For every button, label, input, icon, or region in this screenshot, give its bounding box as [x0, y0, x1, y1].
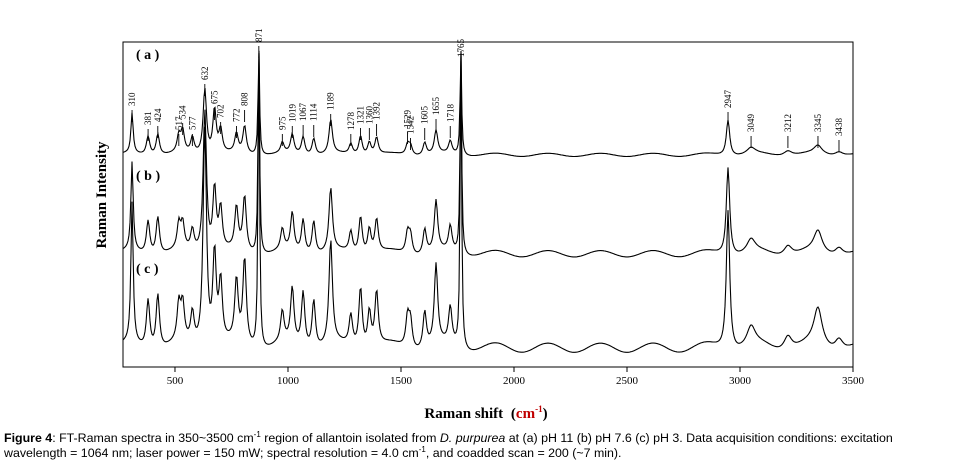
series-label-a: ( a ) [136, 48, 160, 63]
x-axis-label-unit-sup: -1 [535, 404, 543, 414]
series-label-b: ( b ) [136, 169, 160, 184]
x-tick-label-2500: 2500 [616, 375, 639, 387]
peak-label-1278: 1278 [346, 112, 356, 131]
spectrum-b [122, 50, 854, 258]
peak-label-2947: 2947 [723, 90, 733, 109]
peak-label-1605: 1605 [420, 106, 430, 125]
x-axis-label: Raman shift (cm-1) [424, 404, 547, 422]
spectrum-c [122, 53, 854, 353]
peak-label-772: 772 [232, 109, 242, 123]
peak-label-1321: 1321 [356, 106, 366, 124]
caption-figure-label: Figure 4 [4, 431, 53, 445]
x-axis-label-unit: cm [516, 406, 536, 422]
peak-label-871: 871 [254, 29, 264, 43]
figure-caption: Figure 4: FT-Raman spectra in 350~3500 c… [4, 429, 954, 461]
x-tick-label-1000: 1000 [277, 375, 300, 387]
peak-label-1019: 1019 [287, 104, 297, 123]
peak-label-3345: 3345 [813, 114, 823, 133]
y-axis-label: Raman Intensity [94, 141, 110, 249]
peak-label-3212: 3212 [783, 114, 793, 132]
peak-label-1529: 1529 [403, 110, 413, 129]
series-label-c: ( c ) [136, 262, 159, 277]
peak-label-424: 424 [153, 108, 163, 122]
peak-label-1114: 1114 [309, 103, 319, 121]
peak-label-1718: 1718 [445, 104, 455, 123]
peak-label-1067: 1067 [298, 103, 308, 122]
plot-border [122, 41, 854, 368]
peak-label-675: 675 [210, 90, 220, 104]
peak-label-577: 577 [187, 116, 197, 130]
peak-label-808: 808 [240, 92, 250, 106]
peak-label-517: 517 [174, 116, 184, 130]
caption-species: D. purpurea [439, 431, 506, 445]
peak-label-1360: 1360 [364, 106, 374, 125]
x-axis-label-open: ( [511, 406, 516, 422]
x-axis: 500 1000 1500 2000 2500 3000 3500 [167, 367, 865, 387]
spectrum-a [122, 52, 854, 158]
plot-frame [122, 41, 854, 368]
caption-sup-2: -1 [418, 444, 426, 454]
x-tick-label-2000: 2000 [503, 375, 526, 387]
peak-label-3049: 3049 [746, 114, 756, 133]
peak-label-1655: 1655 [431, 97, 441, 116]
caption-part-2: region of allantoin isolated from [260, 431, 440, 445]
spectra-traces [122, 50, 854, 353]
peak-label-1189: 1189 [326, 92, 336, 110]
peak-label-3438: 3438 [834, 118, 844, 137]
peak-label-534: 534 [178, 105, 188, 119]
peak-label-1765: 1765 [456, 39, 466, 58]
peak-label-632: 632 [200, 67, 210, 81]
x-axis-label-main: Raman shift [424, 406, 503, 422]
x-tick-label-500: 500 [167, 375, 184, 387]
caption-part-4: , and coadded scan = 200 (~7 min). [425, 446, 622, 460]
peak-label-1392: 1392 [372, 102, 382, 120]
caption-part-1: : FT-Raman spectra in 350~3500 cm [52, 431, 254, 445]
peak-label-702: 702 [216, 105, 226, 119]
x-axis-label-close: ) [543, 406, 548, 422]
peak-label-1542: 1542 [406, 116, 416, 134]
peak-label-310: 310 [127, 92, 137, 106]
x-tick-label-3000: 3000 [729, 375, 752, 387]
peak-label-381: 381 [143, 112, 153, 126]
caption-sup-1: -1 [253, 429, 261, 439]
x-tick-label-3500: 3500 [842, 375, 865, 387]
x-tick-label-1500: 1500 [390, 375, 413, 387]
series-labels: ( a ) ( b ) ( c ) [136, 48, 160, 277]
peak-label-975: 975 [277, 116, 287, 130]
caption-part-3: at (a) pH 11 (b) pH 7.6 (c) pH 3. Data a… [4, 431, 893, 460]
